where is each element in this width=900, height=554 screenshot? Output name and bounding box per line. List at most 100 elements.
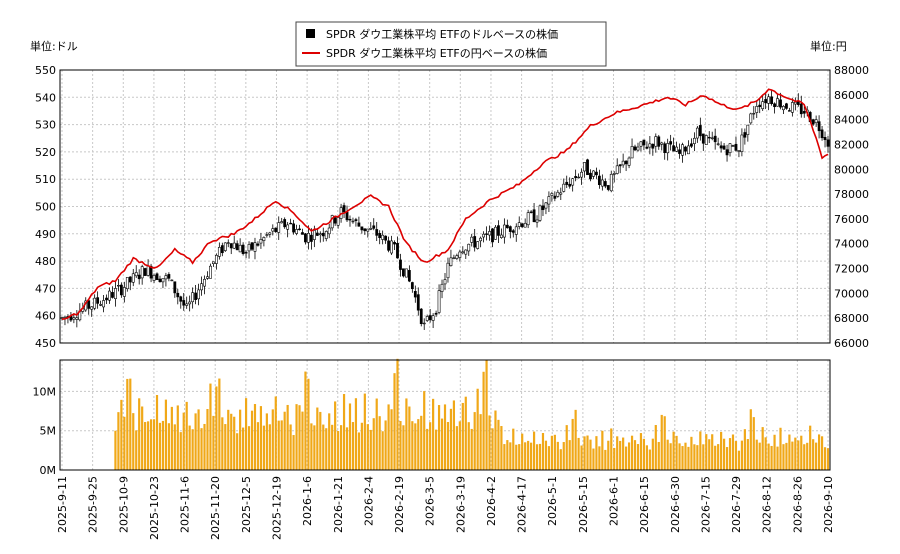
candle bbox=[535, 219, 539, 223]
candle bbox=[292, 223, 295, 233]
candle bbox=[571, 178, 575, 186]
candle bbox=[75, 317, 79, 320]
volume-bar bbox=[776, 446, 779, 470]
volume-bar bbox=[167, 423, 170, 470]
yen-price-line bbox=[61, 88, 829, 320]
volume-bar bbox=[616, 436, 619, 470]
candle bbox=[217, 247, 221, 257]
candle bbox=[603, 181, 607, 187]
left-tick-label: 470 bbox=[35, 282, 56, 295]
volume-bar bbox=[826, 448, 830, 470]
candle bbox=[559, 192, 563, 195]
candle bbox=[440, 283, 444, 292]
volume-bar bbox=[247, 426, 251, 470]
candle bbox=[372, 225, 376, 229]
volume-bar bbox=[123, 416, 126, 470]
candle bbox=[170, 279, 174, 282]
volume-bar bbox=[328, 413, 331, 470]
volume-bar bbox=[812, 439, 815, 470]
volume-bar bbox=[310, 423, 313, 470]
volume-bar bbox=[755, 439, 758, 470]
volume-bar bbox=[259, 406, 263, 470]
candle bbox=[259, 239, 263, 244]
volume-bar bbox=[423, 391, 426, 470]
candle bbox=[194, 292, 198, 300]
candle bbox=[728, 143, 732, 154]
candle bbox=[517, 222, 521, 227]
volume-bar bbox=[699, 431, 702, 470]
candle bbox=[488, 231, 491, 236]
candle bbox=[651, 143, 655, 149]
volume-bar bbox=[452, 400, 456, 470]
candle bbox=[773, 103, 776, 108]
candle bbox=[455, 255, 459, 259]
candle bbox=[262, 237, 266, 241]
candle bbox=[511, 230, 515, 233]
volume-bar bbox=[147, 421, 150, 470]
volume-tick-label: 5M bbox=[40, 425, 57, 438]
candle bbox=[384, 235, 388, 241]
x-tick-label: 2026-6-1 bbox=[608, 476, 621, 526]
candle bbox=[740, 134, 744, 152]
volume-bar bbox=[230, 413, 233, 470]
right-tick-label: 72000 bbox=[834, 263, 869, 276]
candle bbox=[330, 215, 334, 229]
volume-bar bbox=[538, 443, 542, 470]
volume-bar bbox=[357, 432, 360, 470]
candle bbox=[606, 185, 610, 190]
candle bbox=[452, 257, 456, 259]
volume-bar bbox=[541, 433, 545, 470]
candle bbox=[336, 217, 340, 226]
volume-axis-ticks: 0M 5M 10M bbox=[33, 385, 57, 477]
volume-bar bbox=[155, 395, 159, 470]
candle bbox=[413, 291, 417, 298]
candle bbox=[755, 106, 759, 113]
candle bbox=[758, 104, 762, 108]
volume-bar bbox=[417, 419, 420, 470]
left-tick-label: 540 bbox=[35, 91, 56, 104]
volume-bar bbox=[702, 444, 705, 470]
volume-bar bbox=[705, 434, 708, 470]
left-tick-label: 460 bbox=[35, 310, 56, 323]
volume-bar bbox=[782, 444, 785, 470]
candle bbox=[767, 96, 771, 104]
candle bbox=[378, 233, 382, 239]
candle bbox=[681, 144, 684, 156]
candle bbox=[612, 173, 616, 175]
candle bbox=[556, 191, 560, 197]
volume-bar bbox=[429, 422, 432, 470]
volume-bar bbox=[337, 431, 340, 470]
volume-bar bbox=[227, 409, 230, 470]
x-tick-label: 2026-3-5 bbox=[424, 476, 437, 526]
candle bbox=[823, 137, 827, 141]
volume-bar bbox=[434, 429, 438, 470]
volume-bar bbox=[728, 438, 732, 470]
volume-bar bbox=[788, 434, 791, 470]
candle bbox=[366, 228, 370, 232]
candle bbox=[615, 165, 619, 174]
volume-bar bbox=[334, 401, 337, 470]
volume-bar bbox=[476, 388, 479, 470]
candle bbox=[229, 243, 233, 249]
candle bbox=[701, 133, 705, 144]
candle bbox=[502, 224, 506, 238]
candle bbox=[122, 287, 126, 297]
volume-bar bbox=[206, 409, 209, 470]
volume-bar bbox=[307, 378, 310, 470]
volume-bar bbox=[574, 409, 577, 470]
volume-bar bbox=[797, 440, 800, 470]
volume-bar bbox=[360, 422, 363, 470]
candle bbox=[669, 141, 673, 145]
volume-bar bbox=[135, 430, 138, 470]
candle bbox=[707, 136, 711, 139]
volume-bar bbox=[253, 404, 257, 470]
volume-bar bbox=[256, 422, 260, 470]
candle bbox=[140, 266, 144, 279]
candle bbox=[256, 243, 260, 246]
candle bbox=[544, 202, 548, 209]
x-tick-label: 2025-9-11 bbox=[56, 476, 69, 533]
candle bbox=[589, 172, 592, 180]
volume-bar bbox=[304, 371, 307, 470]
candle bbox=[500, 234, 503, 238]
volume-bar bbox=[633, 440, 637, 470]
